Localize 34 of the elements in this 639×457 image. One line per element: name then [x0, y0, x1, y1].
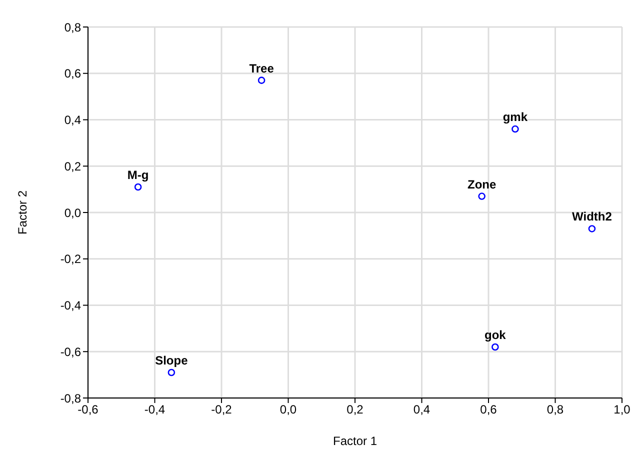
x-tick-label: 0,8: [546, 402, 564, 417]
x-tick-label: -0,6: [78, 402, 99, 417]
annotation: gok: [484, 328, 506, 342]
y-tick-label: 0,6: [64, 66, 82, 81]
point: [492, 343, 499, 351]
y-tick-label: 0,2: [64, 159, 82, 174]
annotation: gmk: [502, 110, 528, 124]
x-tick-label: -0,2: [211, 402, 232, 417]
y-tick-label: -0,4: [60, 298, 82, 313]
x-tick-label: 1,0: [614, 402, 631, 417]
x-tick-label: 0,4: [413, 402, 430, 417]
point: [588, 225, 596, 232]
annotation: Width2: [572, 210, 612, 224]
point: [168, 368, 176, 376]
x-axis-title: Factor 1: [332, 434, 378, 448]
x-tick-label: 0,6: [480, 402, 498, 417]
y-tick-label: 0,4: [64, 113, 82, 128]
y-tick-label: -0,8: [60, 391, 82, 406]
annotation: Tree: [249, 61, 274, 76]
annotation: M-g: [127, 168, 149, 182]
point: [258, 76, 266, 84]
x-tick-label: -0,4: [144, 402, 166, 417]
y-tick-label: -0,2: [60, 252, 82, 266]
y-tick-label: -0,6: [60, 344, 82, 359]
y-tick-label: 0,0: [64, 206, 82, 220]
point: [512, 125, 519, 133]
x-tick-label: 0,2: [346, 402, 364, 417]
point: [134, 183, 142, 191]
annotation: Slope: [155, 353, 188, 368]
y-axis-title: Factor 2: [15, 190, 30, 235]
y-tick-label: 0,8: [64, 20, 82, 34]
point: [478, 192, 486, 200]
x-tick-label: 0,0: [280, 402, 297, 417]
annotation: Zone: [467, 177, 496, 192]
